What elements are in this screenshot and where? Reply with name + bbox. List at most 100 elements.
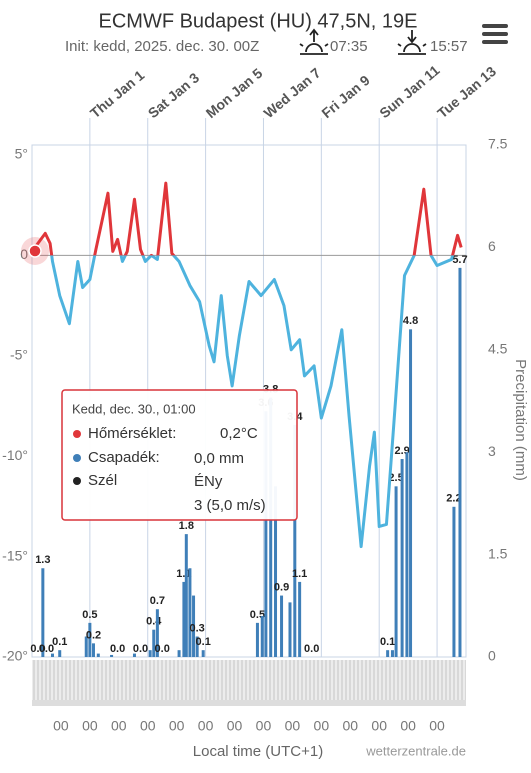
y2-tick-label: 7.5 <box>488 136 508 152</box>
wind-ticks <box>32 660 466 700</box>
precip-label: 0.0 <box>133 643 148 655</box>
precip-bar <box>155 609 159 657</box>
bottom-tick-label: 00 <box>227 718 243 734</box>
bottom-tick-label: 00 <box>371 718 387 734</box>
tooltip-box <box>61 389 298 521</box>
precip-label: 0.0 <box>110 643 125 655</box>
precip-bar <box>452 506 456 657</box>
bottom-tick-label: 00 <box>256 718 272 734</box>
bottom-tick-label: 00 <box>429 718 445 734</box>
precip-bar <box>177 650 181 657</box>
precip-bar <box>409 329 413 657</box>
y-tick-label: -20° <box>2 648 28 664</box>
precip-label: 0.1 <box>380 636 395 648</box>
precip-bar <box>58 650 62 657</box>
precip-label: 2.5 <box>388 472 403 484</box>
x-tick-label: Sat Jan 3 <box>145 69 203 121</box>
x-tick-label: Thu Jan 1 <box>87 67 148 121</box>
bottom-tick-label: 00 <box>140 718 156 734</box>
x-tick-label: Fri Jan 9 <box>318 72 373 121</box>
bottom-tick-label: 00 <box>342 718 358 734</box>
bottom-tick-label: 00 <box>111 718 127 734</box>
precip-bar <box>188 568 192 657</box>
precip-label: 0.0 <box>155 643 170 655</box>
bottom-tick-label: 00 <box>400 718 416 734</box>
precip-bar <box>264 411 268 657</box>
precip-bar <box>148 650 152 657</box>
x-tick-label: Tue Jan 13 <box>434 63 499 121</box>
precip-bar <box>192 595 196 657</box>
precip-bar <box>274 486 278 657</box>
precip-label: 0.9 <box>274 581 289 593</box>
tooltip-value: 0,2°C <box>220 425 258 442</box>
subtitle: Init: kedd, 2025. dec. 30. 00Z <box>65 38 259 55</box>
tooltip: Kedd, dec. 30., 01:00 Hőmérséklet: 0,2°C… <box>61 389 298 521</box>
y-tick-label: -5° <box>10 347 28 363</box>
precip-bar <box>458 267 462 657</box>
tooltip-value: ÉNy <box>194 473 223 490</box>
credit: wetterzentrale.de <box>365 743 466 758</box>
precip-label: 0.0 <box>39 643 54 655</box>
precip-bar <box>269 397 273 657</box>
tooltip-label: Hőmérséklet: <box>88 425 176 442</box>
precip-label: 0.7 <box>150 595 165 607</box>
precip-bar <box>260 616 264 657</box>
precip-bar <box>91 643 95 657</box>
precip-label: 0.1 <box>52 636 67 648</box>
y-tick-label: -10° <box>2 447 28 463</box>
y-tick-label: -15° <box>2 547 28 563</box>
plot-frame <box>31 144 467 658</box>
precip-label: 1.3 <box>35 554 50 566</box>
precip-label: 0.0 <box>304 643 319 655</box>
precip-bar <box>184 534 188 657</box>
y2-tick-label: 6 <box>488 238 496 254</box>
sunset-time: 15:57 <box>430 38 468 55</box>
precip-bar <box>195 636 199 657</box>
x-tick-label: Mon Jan 5 <box>203 65 266 121</box>
precip-bar <box>298 581 302 657</box>
sunrise-time: 07:35 <box>330 38 368 55</box>
y2-tick-label: 3 <box>488 443 496 459</box>
y2-tick-label: 1.5 <box>488 545 508 561</box>
sunrise-icon <box>299 28 329 55</box>
precip-label: 5.7 <box>452 254 467 266</box>
precip-bar <box>152 629 156 657</box>
tooltip-label: Szél <box>88 472 117 489</box>
y2-tick-label: 0 <box>488 648 496 664</box>
y2-tick-label: 4.5 <box>488 341 508 357</box>
hover-dot <box>28 244 42 258</box>
bottom-tick-label: 00 <box>53 718 69 734</box>
x-tick-label: Wed Jan 7 <box>260 64 323 121</box>
precip-bar <box>255 622 259 657</box>
bottom-tick-label: 00 <box>285 718 301 734</box>
scrollbar <box>32 700 466 706</box>
precip-bar <box>182 581 186 657</box>
precip-bar <box>50 653 54 657</box>
sunset-icon <box>397 30 427 55</box>
tooltip-dot <box>73 477 81 485</box>
precip-bar <box>390 650 394 657</box>
precip-label: 2.2 <box>446 493 461 505</box>
x-axis-title: Local time (UTC+1) <box>193 743 323 760</box>
precip-bar <box>288 602 292 657</box>
precip-bar <box>84 636 88 657</box>
precip-bar <box>280 595 284 657</box>
precip-label: 1.8 <box>179 520 194 532</box>
precip-bar <box>400 459 404 657</box>
precip-label: 0.2 <box>86 629 101 641</box>
tooltip-value: 3 (5,0 m/s) <box>194 497 266 514</box>
y-tick-label: 5° <box>15 146 28 162</box>
precip-bar <box>88 622 92 657</box>
precip-bar <box>405 452 409 657</box>
precip-bar <box>96 653 100 657</box>
y-tick-label: 0 <box>20 246 28 262</box>
tooltip-dot <box>73 430 81 438</box>
precip-label: 0.5 <box>82 609 97 621</box>
menu-button[interactable] <box>482 24 508 44</box>
precip-label: 4.8 <box>403 315 418 327</box>
tooltip-title: Kedd, dec. 30., 01:00 <box>72 401 196 416</box>
precip-bar <box>394 486 398 657</box>
precip-bar <box>201 650 205 657</box>
bottom-tick-label: 00 <box>314 718 330 734</box>
